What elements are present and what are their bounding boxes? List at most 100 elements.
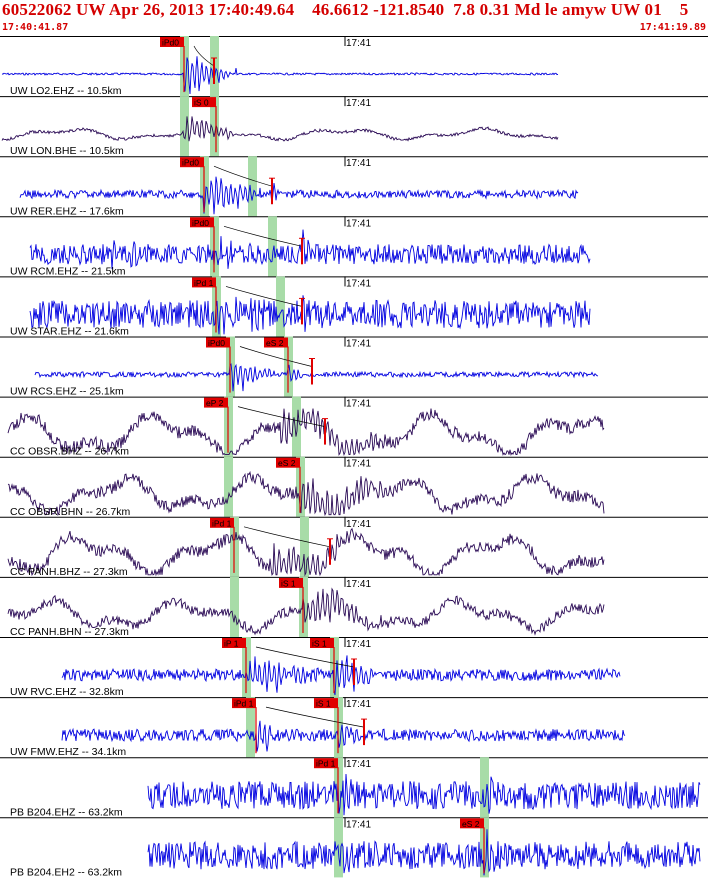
waveform: [61, 655, 621, 696]
trace-row[interactable]: 17:41 iPd 1 UW STAR.EHZ -- 21.6km: [0, 276, 708, 338]
pick-flag[interactable]: [192, 97, 216, 108]
waveform: [7, 470, 605, 517]
phase-band: [300, 516, 309, 577]
phase-band: [292, 396, 301, 457]
station-label: CC OBSR.BHN -- 26.7km: [10, 506, 130, 518]
trace-row[interactable]: 17:41 eS 2 PB B204.EH2 -- 63.2km: [0, 817, 708, 878]
pick-label: iPd 1: [194, 278, 214, 288]
pick-flag[interactable]: [190, 217, 214, 228]
phase-band: [224, 456, 233, 517]
station-label: UW LO2.EHZ -- 10.5km: [10, 85, 122, 97]
pick-label: eP 2: [206, 398, 224, 408]
pick-flag[interactable]: [206, 337, 230, 348]
time-tick-label: 17:41: [346, 399, 371, 410]
arrival-curve: [193, 45, 215, 67]
arrival-curve: [243, 526, 331, 548]
time-tick-label: 17:41: [346, 699, 371, 710]
waveform: [7, 587, 605, 636]
time-tick-label: 17:41: [346, 98, 371, 109]
trace-row[interactable]: 17:41 iP 1 iS 1 UW RVC.EHZ -- 32.8km: [0, 637, 708, 698]
trace-row[interactable]: 17:41 iPd0 UW LO2.EHZ -- 10.5km: [0, 36, 708, 97]
pick-label: iS 1: [312, 639, 327, 649]
pick-flag[interactable]: [264, 337, 288, 348]
time-tick-label: 17:41: [346, 639, 371, 650]
arrival-curve: [265, 706, 365, 728]
pick-label: iPd0: [192, 218, 209, 228]
pick-label: iPd0: [182, 158, 199, 168]
phase-band: [230, 576, 239, 637]
time-tick-label: 17:41: [346, 339, 371, 350]
trace-row[interactable]: 17:41 eP 2 CC OBSR.BHZ -- 26.7km: [0, 396, 708, 458]
start-time: 17:40:41.87: [2, 22, 69, 33]
time-tick-label: 17:41: [346, 759, 371, 770]
waveform: [29, 295, 591, 335]
station-label: CC PANH.BHN -- 27.3km: [10, 626, 129, 638]
pick-flag[interactable]: [314, 698, 338, 709]
pick-flag[interactable]: [460, 818, 484, 829]
pick-flag[interactable]: [192, 277, 216, 288]
event-title: 60522062 UW Apr 26, 2013 17:40:49.64 46.…: [2, 0, 689, 19]
waveform: [1, 56, 559, 95]
pick-label: iPd 1: [234, 699, 254, 709]
station-label: CC OBSR.BHZ -- 26.7km: [10, 446, 129, 458]
trace-row[interactable]: 17:41 eS 2 CC OBSR.BHN -- 26.7km: [0, 456, 708, 518]
arrival-curve: [213, 165, 273, 187]
trace-row[interactable]: 17:41 iPd0 UW RER.EHZ -- 17.6km: [0, 156, 708, 217]
phase-band: [180, 96, 189, 157]
time-tick-label: 17:41: [346, 819, 371, 830]
station-label: PB B204.EHZ -- 63.2km: [10, 806, 123, 818]
station-label: UW FMW.EHZ -- 34.1km: [10, 746, 126, 758]
time-tick-label: 17:41: [346, 158, 371, 169]
trace-row[interactable]: 17:41 iPd 1 CC PANH.BHZ -- 27.3km: [0, 516, 708, 578]
trace-row[interactable]: 17:41 iPd 1 iS 1 UW FMW.EHZ -- 34.1km: [0, 697, 708, 758]
trace-row[interactable]: 17:41 iPd 1 PB B204.EHZ -- 63.2km: [0, 757, 708, 818]
time-tick-label: 17:41: [346, 579, 371, 590]
station-label: UW RCS.EHZ -- 25.1km: [10, 386, 124, 398]
pick-label: iPd 1: [316, 759, 336, 769]
pick-flag[interactable]: [160, 37, 184, 47]
phase-band: [246, 697, 255, 758]
pick-flag[interactable]: [232, 698, 256, 709]
waveform: [147, 773, 701, 816]
event-header: 60522062 UW Apr 26, 2013 17:40:49.64 46.…: [0, 0, 708, 36]
station-label: UW RCM.EHZ -- 21.5km: [10, 265, 126, 277]
time-tick-label: 17:41: [346, 38, 371, 49]
pick-label: eS 2: [266, 338, 284, 348]
seismogram-plot[interactable]: 17:41 iPd0 UW LO2.EHZ -- 10.5km 17:41 iS 0 UW…: [0, 36, 708, 878]
pick-flag[interactable]: [314, 758, 338, 769]
phase-band: [210, 96, 219, 157]
pick-flag[interactable]: [204, 397, 228, 408]
end-time: 17:41:19.89: [639, 22, 706, 33]
trace-row[interactable]: 17:41 iS 0 UW LON.BHE -- 10.5km: [0, 96, 708, 157]
trace-row[interactable]: 17:41 iPd0 eS 2 UW RCS.EHZ -- 25.1km: [0, 336, 708, 398]
arrival-curve: [223, 225, 303, 247]
station-label: PB B204.EH2 -- 63.2km: [10, 866, 122, 878]
time-tick-label: 17:41: [346, 218, 371, 229]
phase-band: [276, 276, 285, 337]
trace-row[interactable]: 17:41 iS 1 CC PANH.BHN -- 27.3km: [0, 576, 708, 638]
trace-row[interactable]: 17:41 iPd0 UW RCM.EHZ -- 21.5km: [0, 216, 708, 277]
phase-band: [480, 757, 489, 818]
pick-label: iPd0: [208, 338, 225, 348]
waveform: [29, 229, 591, 270]
time-tick-label: 17:41: [346, 459, 371, 470]
station-label: UW RVC.EHZ -- 32.8km: [10, 686, 124, 698]
arrival-curve: [255, 646, 355, 668]
pick-flag[interactable]: [210, 517, 234, 528]
pick-label: iS 0: [194, 98, 209, 108]
pick-label: iP 1: [224, 639, 239, 649]
arrival-curve: [237, 406, 326, 427]
pick-flag[interactable]: [310, 638, 334, 648]
time-tick-label: 17:41: [346, 278, 371, 289]
waveform: [1, 116, 559, 142]
pick-flag[interactable]: [222, 638, 246, 648]
pick-label: iPd 1: [212, 518, 232, 528]
time-tick-label: 17:41: [346, 519, 371, 530]
station-label: UW STAR.EHZ -- 21.6km: [10, 326, 129, 338]
station-label: UW RER.EHZ -- 17.6km: [10, 205, 124, 217]
arrival-curve: [239, 346, 313, 367]
phase-band: [248, 156, 257, 217]
pick-flag[interactable]: [279, 577, 303, 588]
pick-flag[interactable]: [180, 157, 204, 168]
pick-flag[interactable]: [276, 457, 300, 468]
